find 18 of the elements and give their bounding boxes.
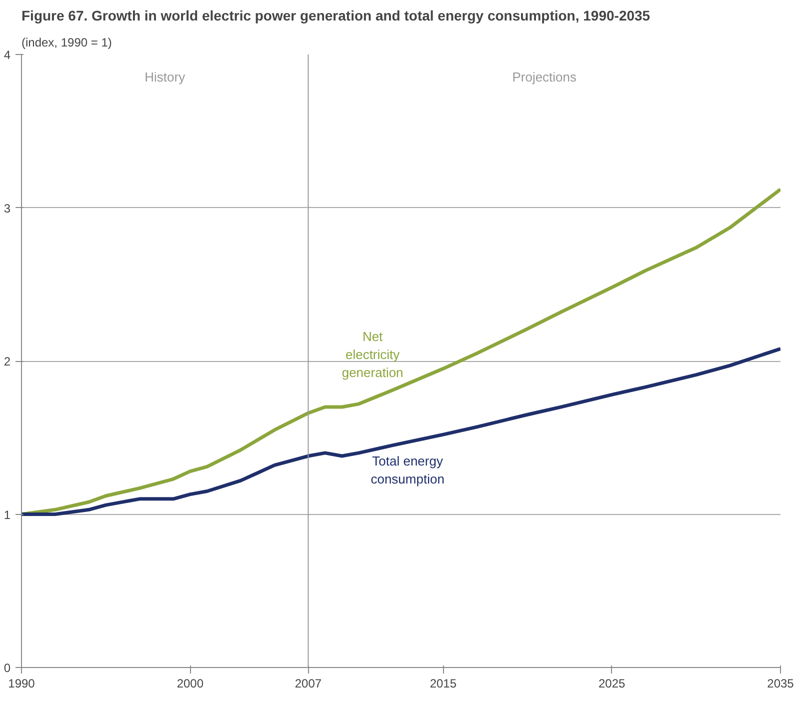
y-tick-label: 2 xyxy=(4,354,11,368)
series-label: Total energy consumption xyxy=(370,453,444,486)
annotation: Projections xyxy=(512,70,578,84)
series-label: Net electricity generation xyxy=(342,329,404,380)
x-tick-label: 2000 xyxy=(176,676,204,690)
line-series xyxy=(22,346,780,516)
y-tick-label: 0 xyxy=(4,661,11,675)
x-tick-label: 1990 xyxy=(8,676,36,690)
x-tick-label: 2015 xyxy=(430,676,457,690)
x-tick-label: 2007 xyxy=(294,676,322,690)
annotation: History xyxy=(144,70,186,84)
x-tick-label: 2025 xyxy=(598,676,626,690)
x-tick-label: 2035 xyxy=(767,676,794,690)
y-tick-label: 3 xyxy=(4,201,11,216)
y-tick-label: 4 xyxy=(4,48,11,62)
chart-title: Figure 67. Growth in world electric power generation and total energy consumption, 1990-2035 xyxy=(22,8,650,24)
chart-subtitle: (index, 1990 = 1) xyxy=(22,36,112,50)
y-tick-label: 1 xyxy=(4,508,11,522)
